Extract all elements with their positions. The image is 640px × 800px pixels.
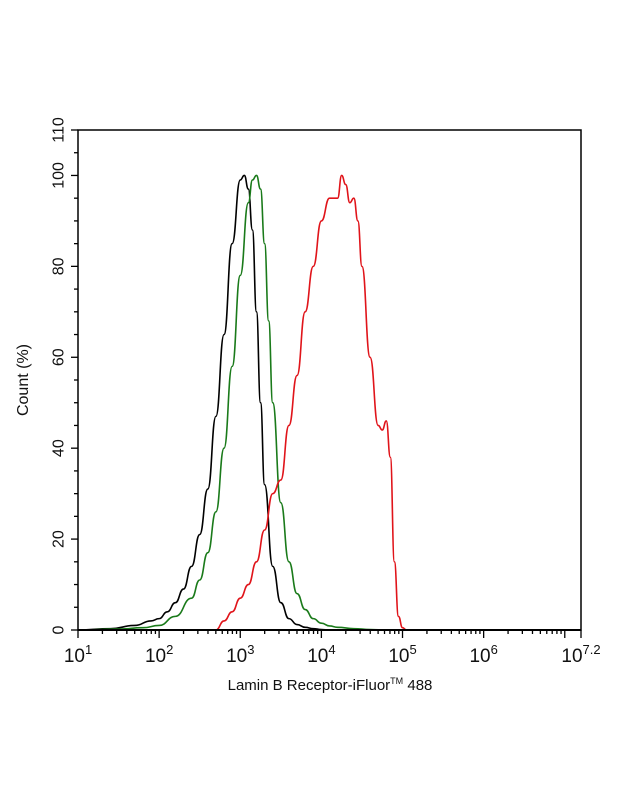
series-red-curve — [215, 174, 415, 631]
y-tick-label: 40 — [51, 439, 68, 457]
x-axis-label: Lamin B Receptor-iFluorTM 488 — [227, 676, 433, 694]
x-tick-label: 107.2 — [561, 642, 600, 667]
x-tick-label: 105 — [388, 642, 416, 667]
x-tick-label: 102 — [145, 642, 173, 667]
plot-frame — [77, 129, 582, 631]
x-tick-label: 103 — [226, 642, 254, 667]
y-axis-label: Count (%) — [15, 343, 32, 417]
y-tick-label: 110 — [51, 117, 68, 143]
y-tick-label: 0 — [51, 625, 68, 634]
series-green-curve — [77, 174, 387, 631]
x-tick-label: 101 — [64, 642, 92, 667]
x-tick-label: 106 — [469, 642, 497, 667]
y-tick-label: 80 — [51, 257, 68, 275]
series-black-curve — [77, 174, 330, 631]
y-tick-label: 100 — [51, 162, 68, 189]
y-tick-label: 20 — [51, 530, 68, 548]
x-tick-label: 104 — [307, 642, 335, 667]
y-tick-label: 60 — [51, 348, 68, 366]
